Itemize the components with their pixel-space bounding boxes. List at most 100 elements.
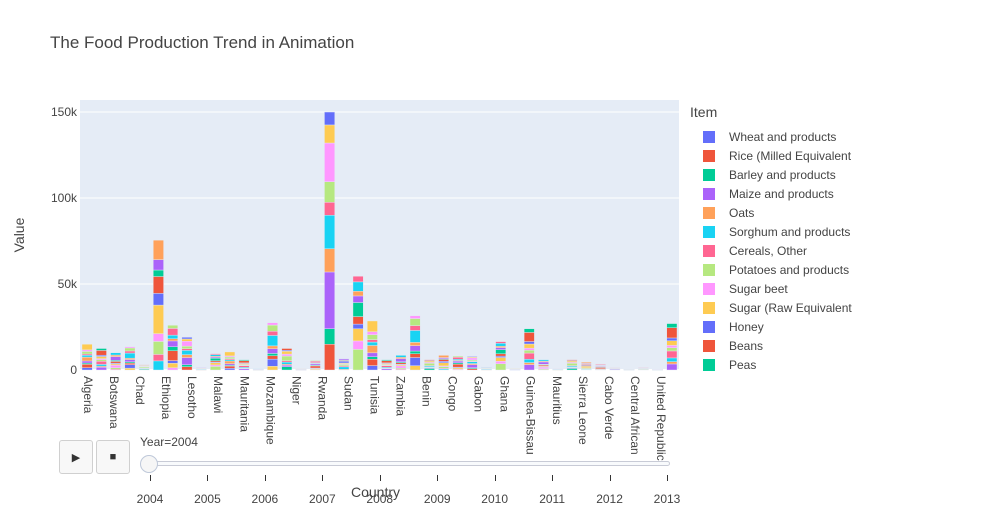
- bar-segment[interactable]: [324, 248, 335, 273]
- bar-segment[interactable]: [523, 328, 535, 333]
- bar-segment[interactable]: [495, 343, 507, 347]
- bar-segment[interactable]: [181, 350, 193, 355]
- bar-segment[interactable]: [409, 345, 421, 352]
- bar-segment[interactable]: [666, 340, 678, 346]
- bar-segment[interactable]: [324, 202, 335, 216]
- bar-segment[interactable]: [238, 365, 250, 368]
- bar-segment[interactable]: [181, 357, 193, 365]
- bar-segment[interactable]: [409, 315, 421, 319]
- bar-segment[interactable]: [224, 368, 236, 371]
- bar-segment[interactable]: [124, 359, 136, 363]
- bar-segment[interactable]: [81, 364, 93, 368]
- bar-segment[interactable]: [309, 361, 321, 363]
- bar-segment[interactable]: [281, 366, 293, 371]
- bar-segment[interactable]: [352, 323, 364, 329]
- bar-segment[interactable]: [424, 368, 435, 371]
- bar-segment[interactable]: [153, 239, 164, 260]
- bar-segment[interactable]: [267, 322, 278, 326]
- bar-segment[interactable]: [81, 344, 93, 351]
- slider-tick-label[interactable]: 2009: [423, 492, 451, 506]
- bar-segment[interactable]: [124, 357, 136, 360]
- bar-segment[interactable]: [181, 348, 193, 351]
- year-slider-handle[interactable]: [140, 455, 158, 473]
- bar-segment[interactable]: [96, 360, 107, 365]
- bar-segment[interactable]: [338, 366, 350, 370]
- slider-tick-label[interactable]: 2007: [308, 492, 336, 506]
- bar-segment[interactable]: [124, 362, 136, 365]
- bar-segment[interactable]: [367, 365, 378, 371]
- bar-segment[interactable]: [110, 356, 121, 361]
- bar-segment[interactable]: [210, 366, 221, 371]
- bar-segment[interactable]: [281, 355, 293, 361]
- bar-segment[interactable]: [367, 345, 378, 354]
- bar-segment[interactable]: [96, 364, 107, 367]
- legend-item[interactable]: Sugar (Raw Equivalent: [690, 298, 852, 317]
- bar-segment[interactable]: [367, 339, 378, 343]
- bar-segment[interactable]: [367, 352, 378, 357]
- bar-segment[interactable]: [495, 361, 507, 364]
- bar-segment[interactable]: [666, 345, 678, 348]
- bar-segment[interactable]: [181, 364, 193, 367]
- bar-segment[interactable]: [523, 359, 535, 363]
- legend-item[interactable]: Peas: [690, 355, 852, 374]
- bar-segment[interactable]: [224, 356, 236, 360]
- legend-item[interactable]: Sorghum and products: [690, 222, 852, 241]
- bar-segment[interactable]: [381, 360, 392, 364]
- bar-segment[interactable]: [495, 345, 507, 348]
- bar-segment[interactable]: [495, 349, 507, 355]
- bar-segment[interactable]: [267, 324, 278, 332]
- bar-segment[interactable]: [580, 362, 592, 364]
- slider-tick-label[interactable]: 2005: [194, 492, 221, 506]
- bar-segment[interactable]: [523, 349, 535, 354]
- legend-item[interactable]: Barley and products: [690, 165, 852, 184]
- bar-segment[interactable]: [110, 352, 121, 356]
- bar-segment[interactable]: [466, 368, 478, 371]
- bar-segment[interactable]: [409, 353, 421, 358]
- bar-segment[interactable]: [238, 360, 250, 364]
- bar-segment[interactable]: [81, 360, 93, 364]
- bar-segment[interactable]: [181, 341, 193, 347]
- bar-segment[interactable]: [224, 360, 236, 364]
- bar-segment[interactable]: [523, 332, 535, 342]
- bar-segment[interactable]: [110, 361, 121, 364]
- bar-segment[interactable]: [367, 341, 378, 346]
- bar-segment[interactable]: [666, 337, 678, 341]
- bar-segment[interactable]: [438, 362, 450, 367]
- bar-segment[interactable]: [281, 361, 293, 365]
- bar-segment[interactable]: [167, 346, 179, 351]
- legend-item[interactable]: Potatoes and products: [690, 260, 852, 279]
- bar-segment[interactable]: [153, 269, 164, 277]
- bar-segment[interactable]: [181, 345, 193, 349]
- bar-segment[interactable]: [495, 347, 507, 350]
- bar-segment[interactable]: [395, 365, 407, 369]
- bar-segment[interactable]: [153, 341, 164, 355]
- bar-segment[interactable]: [210, 362, 221, 366]
- bar-segment[interactable]: [110, 367, 121, 370]
- bar-segment[interactable]: [466, 356, 478, 358]
- bar-segment[interactable]: [81, 356, 93, 362]
- bar-segment[interactable]: [523, 362, 535, 365]
- bar-segment[interactable]: [167, 367, 179, 371]
- bar-segment[interactable]: [424, 363, 435, 366]
- bar-segment[interactable]: [238, 359, 250, 361]
- bar-segment[interactable]: [352, 328, 364, 342]
- bar-segment[interactable]: [267, 335, 278, 347]
- bar-segment[interactable]: [281, 365, 293, 367]
- bar-segment[interactable]: [167, 328, 179, 336]
- bar-segment[interactable]: [238, 368, 250, 371]
- bar-segment[interactable]: [367, 356, 378, 360]
- bar-segment[interactable]: [338, 358, 350, 361]
- bar-segment[interactable]: [210, 353, 221, 355]
- bar-segment[interactable]: [96, 350, 107, 356]
- bar-segment[interactable]: [666, 327, 678, 339]
- bar-segment[interactable]: [324, 111, 335, 126]
- bar-segment[interactable]: [153, 293, 164, 306]
- bar-segment[interactable]: [96, 356, 107, 359]
- slider-tick-label[interactable]: 2008: [366, 492, 394, 506]
- bar-segment[interactable]: [167, 360, 179, 364]
- bar-segment[interactable]: [338, 364, 350, 367]
- bar-segment[interactable]: [124, 347, 136, 352]
- bar-segment[interactable]: [153, 360, 164, 371]
- bar-segment[interactable]: [438, 366, 450, 369]
- bar-segment[interactable]: [666, 357, 678, 362]
